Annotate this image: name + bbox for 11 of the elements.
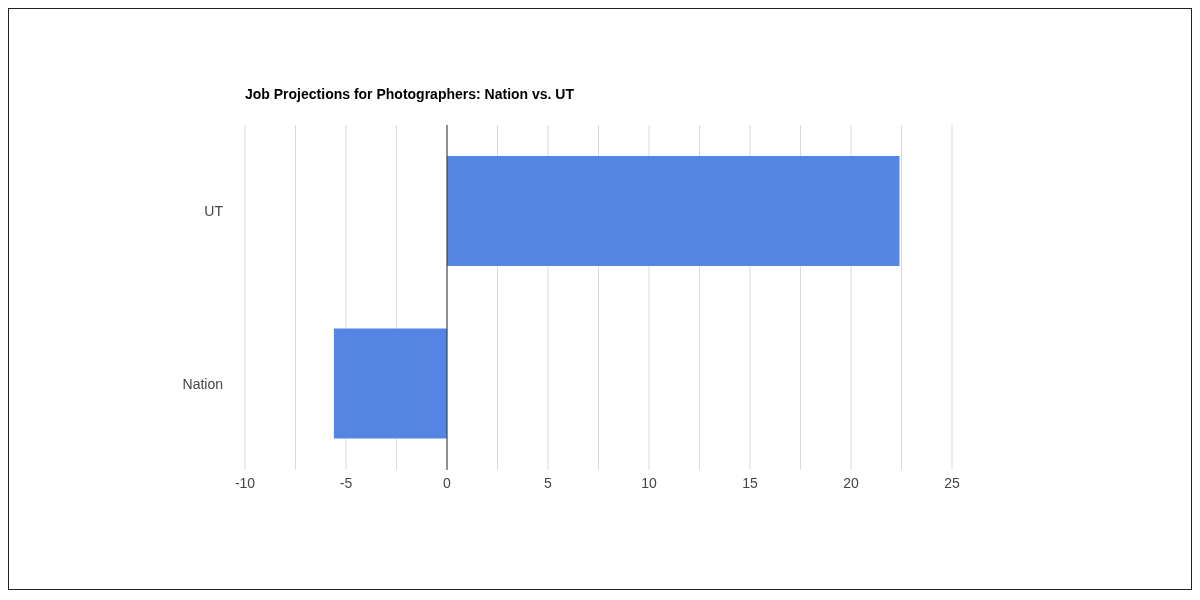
y-tick-label: UT [204,203,224,220]
x-tick-label: 25 [944,474,960,491]
y-tick-label: Nation [182,375,223,392]
x-tick-label: 0 [443,474,452,491]
x-tick-label: -5 [339,474,353,491]
x-tick-label: -10 [234,474,256,491]
chart-title: Job Projections for Photographers: Nation vs. UT [245,86,575,102]
x-tick-label: 20 [843,474,859,491]
x-tick-label: 10 [641,474,657,491]
x-tick-label: 15 [742,474,758,491]
x-tick-label: 5 [544,474,553,491]
